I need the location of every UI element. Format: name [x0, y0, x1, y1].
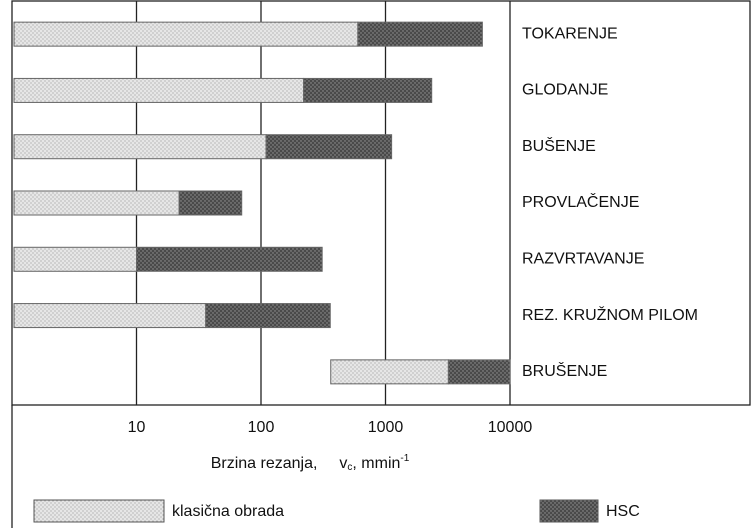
- x-tick-label: 1000: [368, 419, 404, 436]
- bar-segment: [13, 21, 359, 47]
- bar-segment: [13, 134, 267, 160]
- bar-segment: [265, 134, 393, 160]
- bar-segment: [330, 359, 449, 385]
- bar-segment: [357, 21, 483, 47]
- legend-label: klasična obrada: [172, 503, 284, 520]
- category-label: REZ. KRUŽNOM PILOM: [522, 305, 698, 324]
- bar-segment: [13, 303, 207, 329]
- bar-segment: [13, 190, 180, 216]
- bar-segment: [13, 246, 137, 272]
- legend-label: HSC: [606, 503, 640, 520]
- bar-segment: [13, 77, 305, 103]
- legend-swatch: [33, 499, 165, 523]
- x-tick-label: 100: [248, 419, 275, 436]
- bar-segment: [205, 303, 331, 329]
- x-axis-label: Brzina rezanja, vc, mmin-1: [211, 453, 410, 473]
- category-label: RAZVRTAVANJE: [522, 251, 644, 268]
- category-label: GLODANJE: [522, 82, 608, 99]
- bar-segment: [303, 77, 433, 103]
- bar-segment: [136, 246, 323, 272]
- plot-frame: [11, 0, 751, 406]
- category-label: PROVLAČENJE: [522, 192, 639, 211]
- x-tick-label: 10: [128, 419, 146, 436]
- category-label: BRUŠENJE: [522, 361, 607, 380]
- bar-segment: [178, 190, 243, 216]
- x-tick-label: 10000: [488, 419, 533, 436]
- category-label: TOKARENJE: [522, 25, 618, 42]
- legend-swatch: [539, 499, 599, 523]
- category-label: BUŠENJE: [522, 136, 596, 155]
- bar-segment: [447, 359, 511, 385]
